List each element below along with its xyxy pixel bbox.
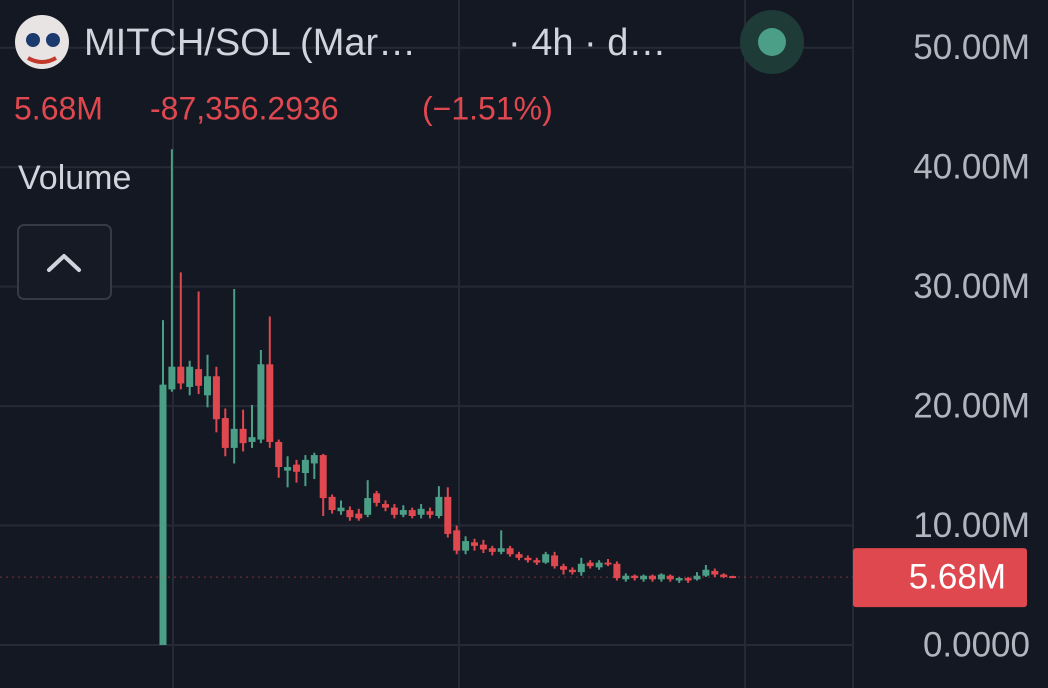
candle-body	[310, 455, 318, 464]
last-value: 5.68M	[14, 90, 103, 126]
candle-body	[435, 496, 443, 516]
change: -87,356.2936	[150, 90, 339, 126]
candle-body	[533, 560, 541, 563]
candle-body	[266, 364, 274, 442]
candle-body	[390, 507, 398, 515]
candle-body	[355, 513, 363, 519]
candle-body	[542, 554, 550, 563]
candle-body	[604, 562, 612, 565]
candle-body	[595, 562, 603, 568]
candle-body	[248, 437, 256, 442]
y-tick-label: 10.00M	[913, 506, 1030, 545]
candle-body	[382, 504, 389, 508]
candle-body	[159, 384, 167, 645]
candle-body	[426, 511, 434, 515]
status-dot	[758, 28, 786, 56]
indicator-label: Volume	[18, 159, 131, 197]
candle-body	[675, 578, 683, 581]
candle-body	[649, 575, 656, 580]
symbol-icon	[15, 15, 69, 69]
candle-body	[524, 557, 532, 561]
last-price-label: 5.68M	[909, 557, 1006, 596]
candle-body	[399, 510, 407, 515]
y-tick-label: 30.00M	[913, 267, 1030, 306]
candle-body	[221, 418, 229, 448]
avatar-eye	[26, 33, 40, 47]
candle-body	[346, 510, 354, 518]
candle-body	[702, 569, 710, 576]
candle-body	[631, 575, 639, 579]
candle-body	[586, 562, 594, 567]
y-tick-label: 0.0000	[923, 625, 1030, 664]
candle-body	[711, 570, 719, 575]
candle-body	[301, 459, 309, 473]
y-tick-label: 40.00M	[913, 147, 1030, 186]
chevron-icon	[47, 254, 81, 272]
grid	[0, 0, 853, 688]
candle-body	[319, 455, 327, 499]
avatar-mouth	[27, 56, 57, 64]
candle-body	[613, 563, 621, 579]
change-percent: (−1.51%)	[422, 90, 553, 126]
candle-body	[293, 464, 300, 472]
candle-body	[186, 366, 194, 387]
candle-body	[168, 366, 176, 390]
candle-body	[230, 428, 238, 448]
candle-body	[204, 376, 211, 396]
candle-body	[462, 541, 470, 551]
candle-body	[506, 548, 514, 555]
candle-body	[560, 566, 567, 570]
candle-body	[364, 498, 372, 515]
candle-body	[408, 510, 416, 516]
y-tick-label: 50.00M	[913, 28, 1030, 67]
candle-body	[720, 574, 728, 577]
candle-body	[195, 369, 203, 386]
candle-body	[551, 555, 559, 567]
candle-body	[479, 544, 487, 550]
last-price-tag	[853, 548, 1027, 608]
y-tick-label: 20.00M	[913, 386, 1030, 425]
candle-body	[239, 428, 247, 444]
candle-body	[453, 530, 461, 551]
candle-body	[212, 376, 220, 420]
candle-body	[444, 496, 452, 534]
candle-body	[515, 554, 523, 558]
candle-body	[684, 578, 692, 581]
candle-body	[373, 493, 381, 503]
candle-body	[471, 542, 478, 546]
candle-body	[497, 548, 505, 552]
candle-body	[577, 563, 585, 573]
candle-body	[177, 366, 185, 384]
candle-body	[284, 467, 292, 471]
candle-body	[257, 364, 265, 440]
candle-body	[417, 508, 425, 515]
interval[interactable]: · 4h · d…	[508, 22, 666, 64]
symbol-title[interactable]: MITCH/SOL (Mar…	[84, 22, 416, 64]
candle-body	[337, 507, 345, 512]
avatar	[15, 15, 69, 69]
candle-body	[568, 569, 576, 573]
candle-body	[666, 575, 674, 580]
candle-body	[275, 441, 283, 468]
collapse-button[interactable]	[17, 224, 112, 300]
avatar-eye	[46, 33, 60, 47]
candle-body	[488, 548, 496, 552]
candle-body	[328, 496, 336, 511]
